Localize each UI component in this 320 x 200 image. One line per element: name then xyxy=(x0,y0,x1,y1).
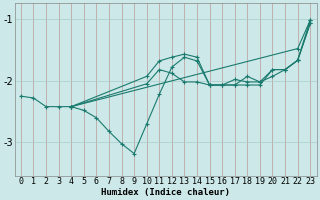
X-axis label: Humidex (Indice chaleur): Humidex (Indice chaleur) xyxy=(101,188,230,197)
